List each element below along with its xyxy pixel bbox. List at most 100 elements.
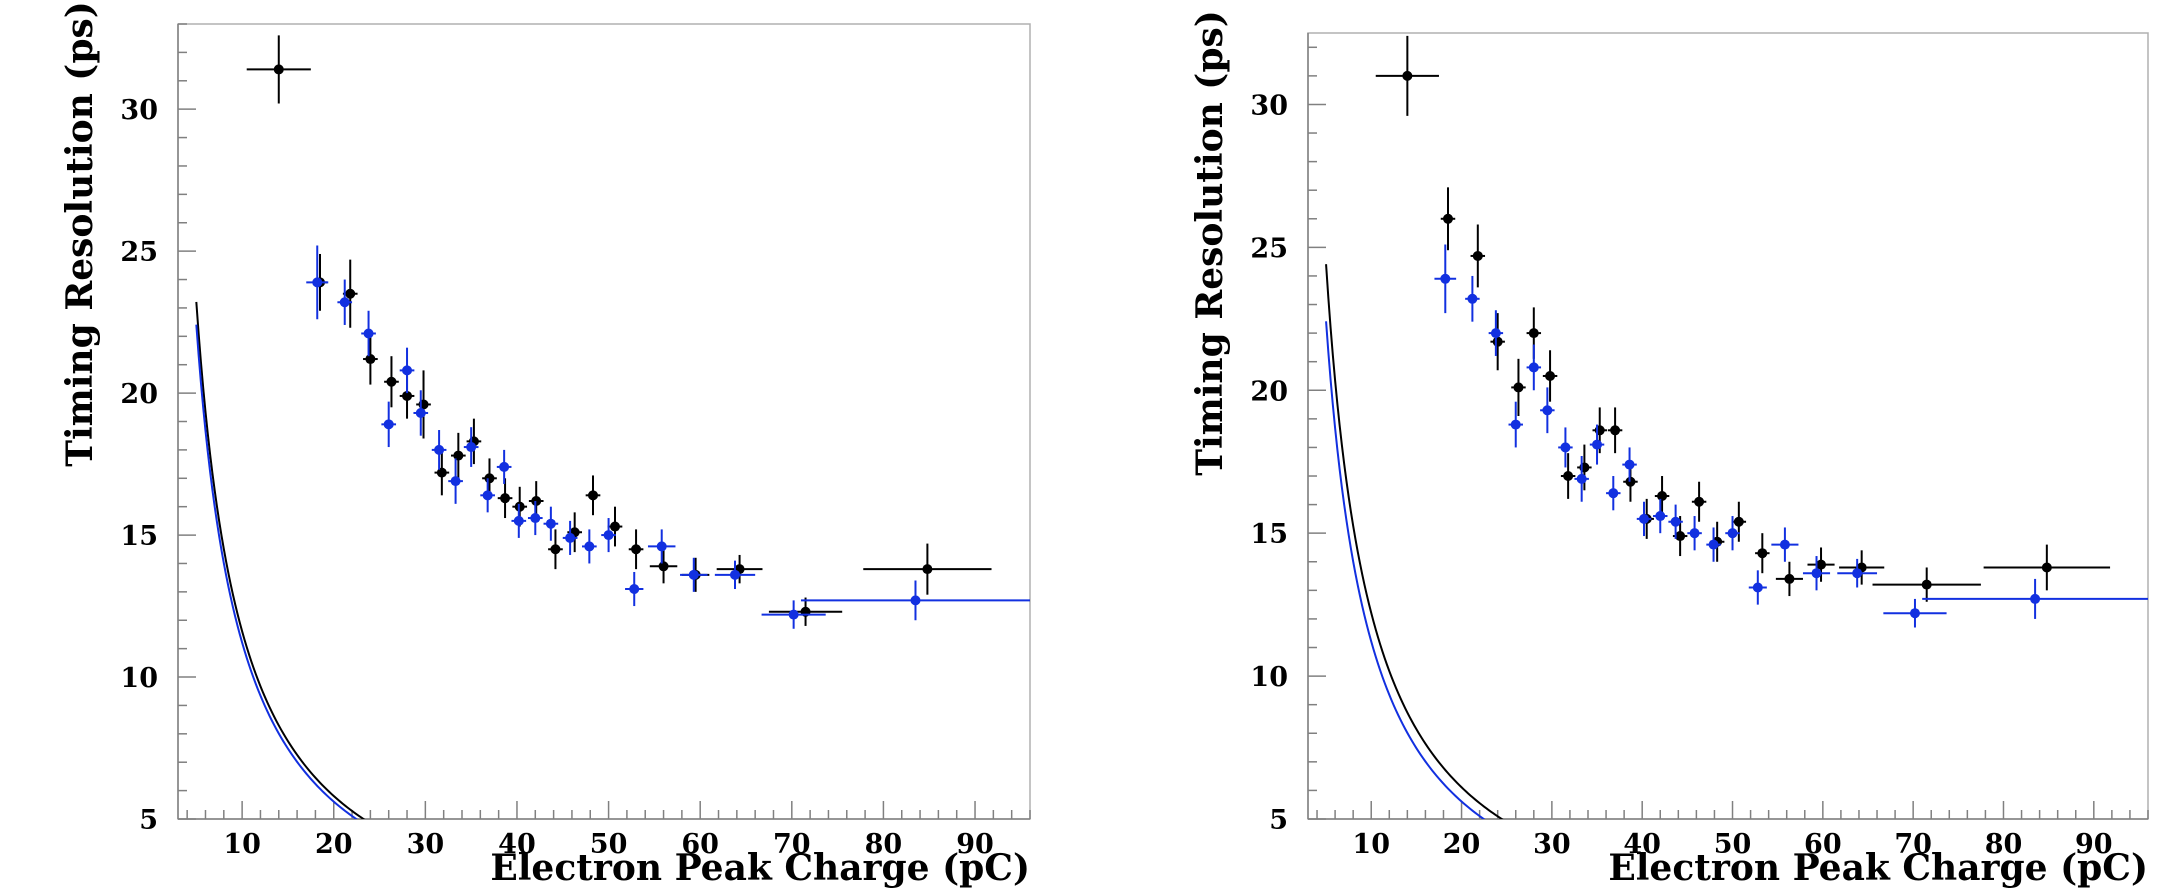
point-marker [1592, 439, 1603, 450]
x-tick-label: 10 [1352, 829, 1390, 860]
point-marker [273, 64, 284, 75]
data-point [1540, 387, 1555, 434]
point-marker [453, 450, 464, 461]
data-point [480, 478, 495, 513]
plot-area [1325, 35, 2148, 819]
point-marker [450, 476, 461, 487]
data-point [1622, 447, 1637, 482]
data-point [363, 333, 378, 385]
fit-curve [195, 301, 366, 819]
data-point [1508, 401, 1523, 448]
point-marker [1472, 250, 1483, 261]
data-point [381, 401, 397, 448]
data-point [1837, 558, 1878, 588]
point-marker [1675, 531, 1686, 542]
y-tick-label: 5 [139, 805, 158, 836]
data-point [416, 370, 431, 439]
point-marker [2030, 593, 2041, 604]
point-marker [386, 376, 397, 387]
data-point [306, 245, 329, 320]
point-marker [1727, 528, 1738, 539]
point-marker [1560, 442, 1571, 453]
point-marker [1733, 516, 1744, 527]
data-point [1755, 533, 1770, 574]
data-point [625, 571, 644, 607]
point-marker [631, 544, 642, 555]
data-point [511, 503, 527, 538]
y-axis-label: Timing Resolution (ps) [1189, 10, 1231, 476]
data-point [1654, 476, 1670, 517]
data-point [562, 520, 578, 555]
y-tick-label: 30 [120, 95, 158, 126]
fit-curve [1325, 321, 1486, 819]
data-point [361, 310, 376, 357]
point-marker [656, 541, 667, 552]
y-tick-label: 15 [120, 521, 158, 552]
data-point [649, 549, 678, 584]
series-0 [1325, 35, 2111, 819]
data-point [1775, 561, 1803, 597]
x-tick-label: 30 [407, 829, 445, 860]
data-layer [1325, 35, 2148, 819]
data-point [543, 506, 559, 541]
x-tick-label: 90 [956, 829, 994, 860]
point-marker [1542, 405, 1553, 416]
data-point [246, 35, 311, 104]
point-marker [1779, 539, 1790, 550]
data-point [601, 518, 616, 553]
point-marker [434, 444, 445, 455]
y-tick-label: 20 [1250, 376, 1288, 407]
point-marker [1909, 608, 1920, 619]
point-marker [1492, 336, 1503, 347]
point-marker [603, 530, 614, 541]
x-axis: 10 20 30 40 50 60 70 80 90 [1316, 801, 2149, 860]
point-marker [1440, 273, 1451, 284]
data-point [1607, 407, 1623, 454]
point-marker [500, 493, 511, 504]
point-marker [922, 564, 933, 575]
point-marker [1510, 419, 1521, 430]
data-point [761, 600, 826, 629]
data-point [714, 560, 756, 590]
point-marker [1757, 548, 1768, 559]
data-point [1883, 598, 1947, 628]
x-tick-label: 50 [1714, 829, 1752, 860]
data-point [527, 501, 543, 536]
data-point [1574, 456, 1589, 502]
data-point [1606, 476, 1621, 511]
data-point [1668, 504, 1683, 539]
point-marker [1528, 328, 1539, 339]
x-tick-label: 70 [773, 829, 811, 860]
point-marker [688, 569, 699, 580]
data-point [1748, 570, 1767, 605]
left-panel: 10 20 30 40 50 60 70 80 90 5 10 15 20 25 30 Electron … [59, 1, 1031, 889]
point-marker [1513, 382, 1524, 393]
point-marker [1443, 213, 1453, 224]
plot-area [195, 35, 1030, 819]
y-axis: 5 10 15 20 25 30 [120, 23, 196, 836]
x-tick-label: 50 [590, 829, 628, 860]
point-marker [609, 521, 620, 532]
point-marker [1852, 568, 1863, 579]
data-point [647, 529, 676, 564]
point-marker [1610, 425, 1621, 436]
data-point [680, 557, 708, 592]
data-point [1802, 556, 1831, 591]
point-marker [415, 407, 426, 418]
x-tick-label: 10 [223, 829, 261, 860]
right-panel: 10 20 30 40 50 60 70 80 90 5 10 15 20 25 30 Electron … [1189, 10, 2149, 889]
data-point [399, 347, 415, 394]
point-marker [1563, 471, 1574, 482]
data-point [800, 580, 1030, 621]
x-tick-label: 20 [1443, 829, 1481, 860]
point-marker [383, 419, 394, 430]
y-tick-label: 15 [1250, 519, 1288, 550]
data-point [434, 449, 450, 496]
data-point [496, 449, 512, 484]
x-axis: 10 20 30 40 50 60 70 80 90 [186, 801, 1031, 860]
point-marker [730, 569, 741, 580]
point-marker [584, 541, 595, 552]
point-marker [482, 490, 493, 501]
point-marker [363, 328, 374, 339]
